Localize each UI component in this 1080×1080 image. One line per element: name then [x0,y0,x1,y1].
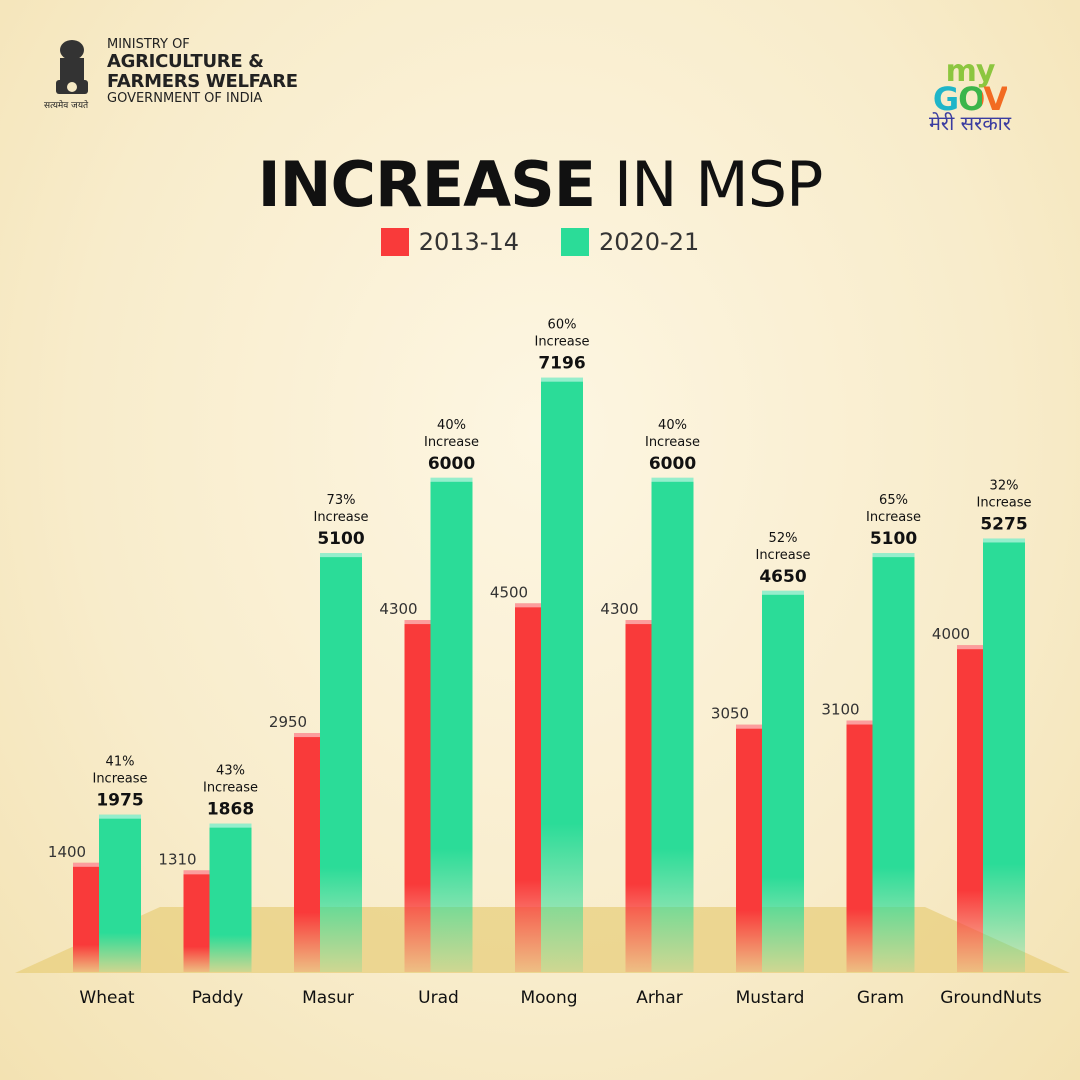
bar-highlight [872,553,915,558]
bar-highlight [983,538,1025,543]
bar-highlight [515,603,541,608]
bar-2020-21-moong [541,377,583,972]
bar-2013-14-arhar [625,620,652,972]
legend-swatch [561,228,589,256]
value-label-2013-14: 1310 [158,850,196,868]
legend-item-2013: 2013-14 [380,228,519,256]
increase-label: Increase [534,335,589,350]
increase-label: Increase [313,510,368,525]
bar-highlight [209,823,252,828]
value-label-2013-14: 4300 [600,600,638,618]
bar-highlight [183,870,210,875]
increase-percent-label: 40% [437,418,466,433]
increase-label: Increase [203,781,258,796]
ministry-name: MINISTRY OF AGRICULTURE & FARMERS WELFAR… [107,37,298,106]
value-label-2013-14: 2950 [269,713,307,731]
category-label: Arhar [636,988,683,1008]
value-label-2020-21: 7196 [538,354,585,374]
mygov-logo: my GOV मेरी सरकार [928,54,1012,135]
increase-percent-label: 52% [769,531,798,546]
category-label: GroundNuts [940,988,1042,1008]
bar-highlight [430,477,473,482]
value-label-2020-21: 1975 [96,791,143,811]
category-label: Paddy [192,988,244,1008]
emblem-motto: सत्यमेव जयते [44,101,89,111]
bar-highlight [541,377,583,382]
category-label: Urad [418,988,459,1008]
value-label-2020-21: 5275 [980,514,1027,534]
value-label-2020-21: 5100 [317,529,364,549]
category-label: Wheat [79,988,134,1008]
increase-percent-label: 60% [548,318,577,333]
value-label-2013-14: 4000 [932,625,970,643]
bar-highlight [320,553,362,558]
bar-highlight [625,620,652,625]
increase-percent-label: 73% [327,493,356,508]
legend: 2013-14 2020-21 [0,228,1080,256]
legend-item-2020: 2020-21 [561,228,699,256]
bar-2020-21-wheat [99,814,141,972]
value-label-2020-21: 4650 [759,567,806,587]
bar-2020-21-masur [320,553,362,972]
bar-2013-14-wheat [73,862,99,972]
bar-highlight [99,814,141,819]
bar-2013-14-groundnuts [957,645,983,972]
bar-2013-14-mustard [736,724,762,972]
increase-label: Increase [92,772,147,787]
value-label-2013-14: 3100 [821,701,859,719]
increase-label: Increase [645,435,700,450]
value-label-2013-14: 4300 [379,600,417,618]
value-label-2020-21: 6000 [649,454,696,474]
value-label-2020-21: 6000 [428,454,475,474]
bar-2013-14-moong [515,603,541,972]
increase-percent-label: 32% [990,478,1019,493]
bar-2020-21-mustard [762,590,804,972]
bar-highlight [651,477,694,482]
bar-highlight [846,720,873,725]
bar-2020-21-arhar [651,477,694,972]
increase-label: Increase [755,548,810,563]
increase-percent-label: 40% [658,418,687,433]
bar-2013-14-urad [404,620,431,972]
increase-percent-label: 41% [106,755,135,770]
value-label-2013-14: 1400 [48,843,86,861]
bar-highlight [762,590,804,595]
value-label-2013-14: 4500 [490,583,528,601]
national-emblem-logo [56,40,88,94]
increase-label: Increase [976,495,1031,510]
legend-swatch [380,228,409,256]
value-label-2020-21: 5100 [870,529,917,549]
bar-highlight [404,620,431,625]
increase-percent-label: 65% [879,493,908,508]
bar-highlight [294,733,320,738]
value-label-2020-21: 1868 [207,800,254,820]
value-label-2013-14: 3050 [711,705,749,723]
increase-label: Increase [424,435,479,450]
bar-highlight [73,862,99,867]
logo-gov-text: GOV [932,80,1008,118]
bar-2013-14-paddy [183,870,210,972]
bar-2020-21-groundnuts [983,538,1025,972]
bar-2020-21-gram [872,553,915,972]
category-label: Gram [857,988,904,1008]
increase-label: Increase [866,510,921,525]
chart-title: INCREASE IN MSP [257,148,824,221]
bar-highlight [957,645,983,650]
bar-2013-14-masur [294,733,320,972]
bar-2013-14-gram [846,720,873,972]
bar-2020-21-urad [430,477,473,972]
category-label: Masur [302,988,354,1008]
bar-highlight [736,724,762,729]
category-label: Mustard [736,988,805,1008]
increase-percent-label: 43% [216,764,245,779]
category-label: Moong [520,988,577,1008]
bar-2020-21-paddy [209,823,252,972]
